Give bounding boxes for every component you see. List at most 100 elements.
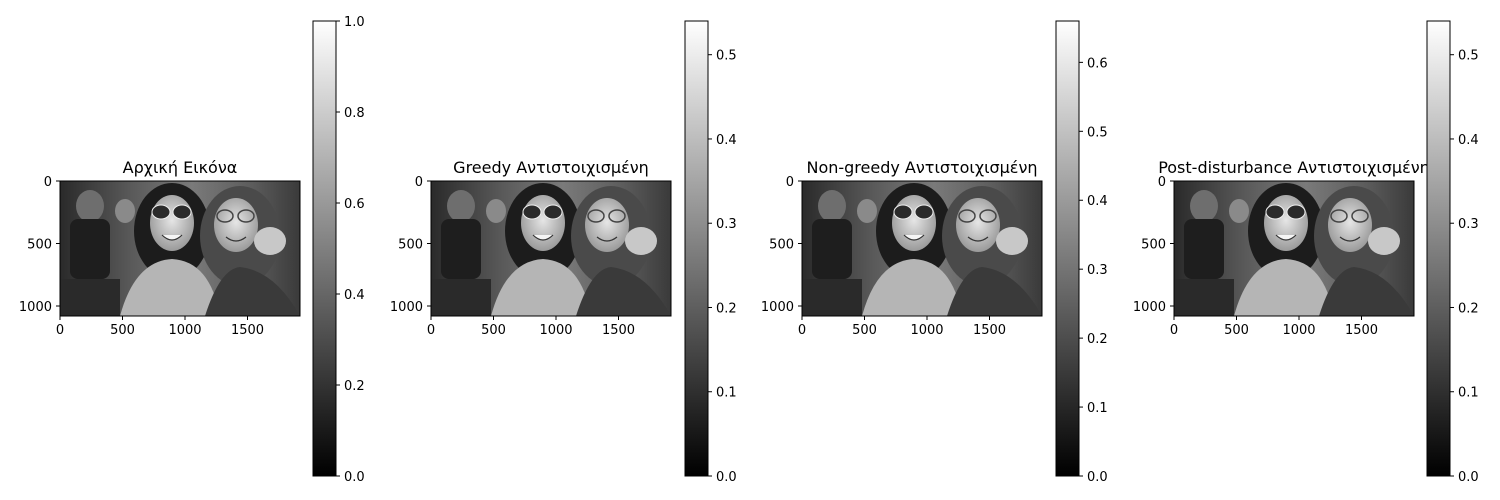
sunglasses-lens: [1265, 204, 1285, 220]
colorbar-tick-label: 0.5: [1087, 125, 1108, 140]
panel-image: [59, 180, 301, 317]
y-tick-label: 1000: [1133, 300, 1166, 315]
sweater-left: [120, 259, 220, 316]
smile-right: [967, 236, 989, 242]
glasses-lens: [958, 209, 976, 223]
bg-person-head: [1229, 199, 1249, 223]
x-tick-label: 500: [852, 323, 877, 338]
y-tick-label: 1000: [761, 300, 794, 315]
sunglasses-lens: [914, 204, 934, 220]
colorbar-tick-label: 0.1: [1458, 386, 1479, 401]
y-tick-label: 1000: [390, 300, 423, 315]
colorbar-tick-label: 0.3: [716, 217, 737, 232]
smile-left: [903, 234, 925, 241]
smile-right: [596, 236, 618, 242]
colorbar-tick-label: 0.4: [1087, 194, 1108, 209]
glasses-lens: [237, 209, 255, 223]
dog: [996, 227, 1028, 255]
glasses-lens: [587, 209, 605, 223]
y-tick-label: 0: [1158, 175, 1166, 190]
colorbar-tick-label: 0.2: [1458, 301, 1479, 316]
panel-title: Non-greedy Αντιστοιχισμένη: [806, 158, 1037, 177]
image-content: [802, 181, 1042, 316]
panel-title: Post-disturbance Αντιστοιχισμένη: [1158, 158, 1430, 177]
sweater-left: [491, 259, 591, 316]
colorbar-tick-label: 0.3: [1087, 263, 1108, 278]
colorbar-tick-label: 0.0: [1087, 470, 1108, 485]
x-tick-label: 1500: [973, 323, 1006, 338]
image-frame: [430, 180, 672, 317]
x-tick-label: 1500: [1345, 323, 1378, 338]
face-right: [956, 198, 1000, 252]
bg-person-body: [1184, 219, 1224, 279]
panel-title: Greedy Αντιστοιχισμένη: [453, 158, 649, 177]
x-tick-label: 500: [1224, 323, 1249, 338]
colorbar-tick-label: 0.2: [1087, 332, 1108, 347]
smile-left: [532, 234, 554, 241]
image-frame: [1173, 180, 1415, 317]
x-tick-label: 0: [56, 323, 64, 338]
face-left: [892, 195, 936, 251]
bg-shadow: [1174, 279, 1234, 316]
colorbar-tick-label: 0.8: [344, 106, 365, 121]
glasses-lens: [1330, 209, 1348, 223]
face-left: [150, 195, 194, 251]
y-tick-label: 0: [44, 175, 52, 190]
sunglasses-lens: [522, 204, 542, 220]
x-tick-label: 1000: [1282, 323, 1315, 338]
face-right: [585, 198, 629, 252]
smile-right: [225, 236, 247, 242]
colorbar: 0.0 0.1 0.2 0.3 0.4 0.5: [684, 20, 737, 485]
colorbar-gradient: [684, 20, 709, 477]
colorbar-tick-label: 0.1: [716, 386, 737, 401]
bg-person-head: [76, 190, 104, 222]
panel-image: [1173, 180, 1415, 317]
y-tick-label: 500: [1141, 238, 1166, 253]
colorbar-gradient: [312, 20, 337, 477]
y-tick-label: 500: [398, 238, 423, 253]
image-content: [60, 181, 300, 316]
sunglasses-lens: [151, 204, 171, 220]
jacket-right: [576, 267, 671, 316]
colorbar-tick-label: 0.4: [716, 133, 737, 148]
glasses-lens: [608, 209, 626, 223]
image-frame: [59, 180, 301, 317]
x-tick-label: 0: [798, 323, 806, 338]
smile-left: [1275, 234, 1297, 241]
bg-person-body: [812, 219, 852, 279]
bg-shadow: [802, 279, 862, 316]
colorbar-tick-label: 0.0: [1458, 470, 1479, 485]
face-right: [1328, 198, 1372, 252]
face-right: [214, 198, 258, 252]
colorbar-tick-label: 0.5: [716, 49, 737, 64]
panel-image: [430, 180, 672, 317]
jacket-right: [947, 267, 1042, 316]
panel-title: Αρχική Εικόνα: [123, 158, 238, 177]
smile-right: [1339, 236, 1361, 242]
x-tick-label: 0: [427, 323, 435, 338]
colorbar-tick-label: 0.0: [716, 470, 737, 485]
x-tick-label: 1000: [168, 323, 201, 338]
sweater-left: [1234, 259, 1334, 316]
y-tick-label: 0: [415, 175, 423, 190]
colorbar-tick-label: 0.2: [716, 301, 737, 316]
image-frame: [801, 180, 1043, 317]
sweater-left: [862, 259, 962, 316]
y-tick-label: 500: [27, 238, 52, 253]
dog: [254, 227, 286, 255]
x-tick-label: 1500: [231, 323, 264, 338]
colorbar: 0.0 0.2 0.4 0.6 0.8 1.0: [312, 15, 365, 485]
colorbar-tick-label: 0.6: [1087, 56, 1108, 71]
dog: [1368, 227, 1400, 255]
x-tick-label: 1000: [539, 323, 572, 338]
colorbar-tick-label: 1.0: [344, 15, 365, 30]
x-tick-label: 500: [481, 323, 506, 338]
bg-shadow: [431, 279, 491, 316]
bg-person-head: [486, 199, 506, 223]
panel-3: Non-greedy Αντιστοιχισμένη 0 500 1000 1500 0 5…: [761, 20, 1108, 485]
bg-person-head: [857, 199, 877, 223]
colorbar-tick-label: 0.2: [344, 379, 365, 394]
bg-person-body: [70, 219, 110, 279]
